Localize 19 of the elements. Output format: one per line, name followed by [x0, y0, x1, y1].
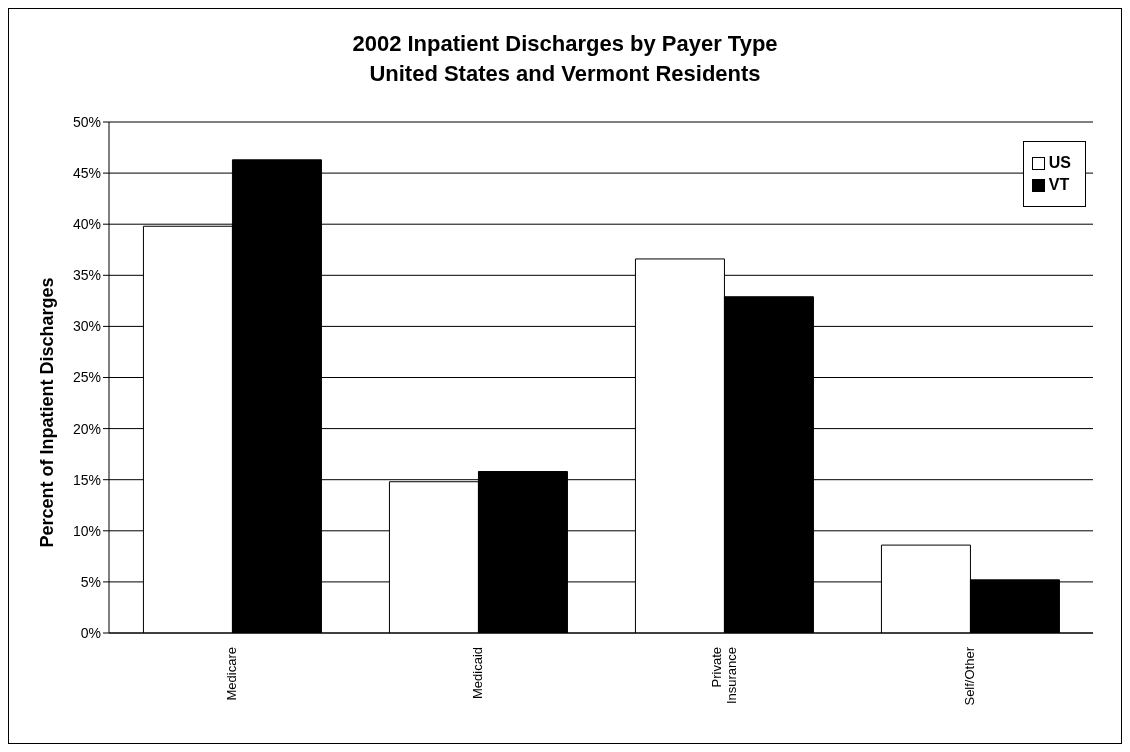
y-tick-label: 40% [72, 216, 101, 233]
legend-label: VT [1047, 176, 1071, 194]
y-tick-label: 45% [72, 165, 101, 182]
y-tick-label: 35% [72, 267, 101, 284]
y-tick-label: 25% [72, 369, 101, 386]
y-tick-label: 0% [80, 624, 101, 641]
y-tick-label: 10% [72, 522, 101, 539]
y-tick-label: 5% [80, 573, 101, 590]
y-tick-label: 20% [72, 420, 101, 437]
x-tick-label: Self/Other [962, 646, 977, 706]
x-tick-label: Medicaid [470, 647, 485, 700]
y-tick-label: 15% [72, 471, 101, 488]
y-axis-title: Percent of Inpatient Discharges [37, 277, 58, 548]
legend-label: US [1047, 154, 1071, 172]
x-tick-label: Private Insurance [708, 647, 739, 705]
chart-title: 2002 Inpatient Discharges by Payer Type United States and Vermont Residents [351, 30, 779, 88]
x-tick-label: Medicare [224, 647, 239, 701]
y-tick-label: 30% [72, 318, 101, 335]
y-tick-label: 50% [72, 113, 101, 130]
